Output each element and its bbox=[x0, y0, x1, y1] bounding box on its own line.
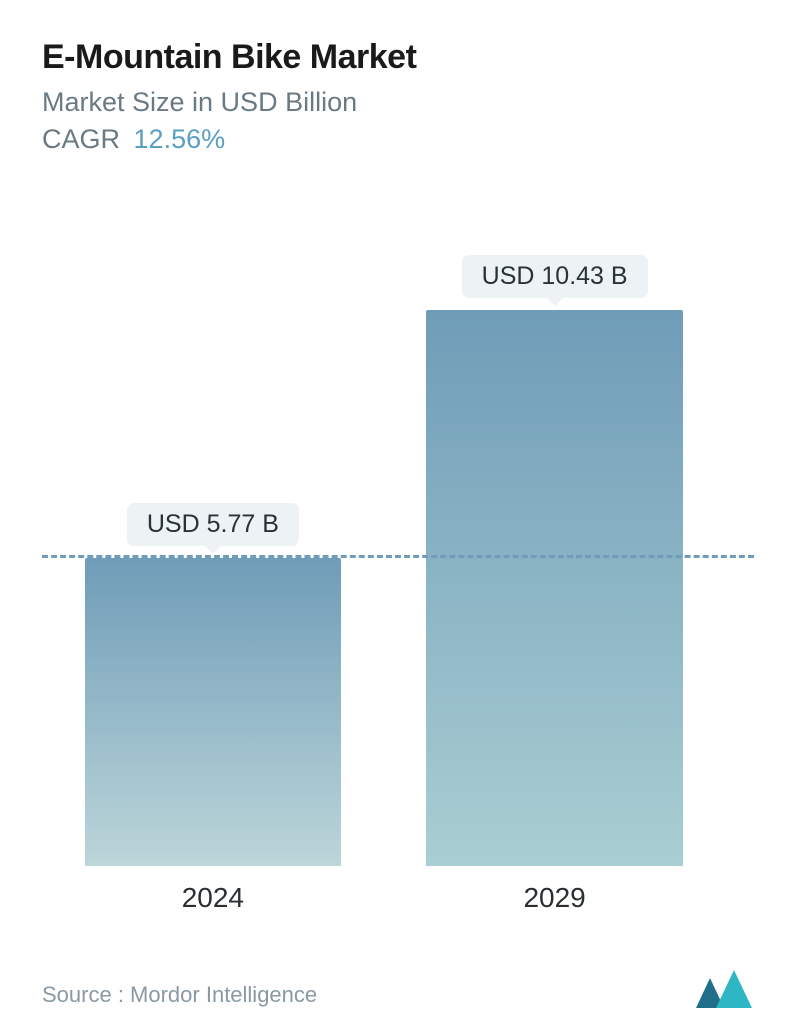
x-axis-label: 2029 bbox=[426, 882, 682, 914]
brand-logo-icon bbox=[696, 970, 754, 1008]
cagr-value: 12.56% bbox=[134, 124, 226, 154]
chart-title: E-Mountain Bike Market bbox=[42, 38, 754, 77]
value-badge: USD 10.43 B bbox=[462, 255, 648, 298]
chart-subtitle: Market Size in USD Billion bbox=[42, 87, 754, 118]
bar-rect bbox=[426, 310, 682, 866]
x-axis-label: 2024 bbox=[85, 882, 341, 914]
reference-dashed-line bbox=[42, 555, 754, 558]
bar-2029: USD 10.43 B bbox=[426, 255, 682, 866]
bar-rect bbox=[85, 558, 341, 866]
value-badge: USD 5.77 B bbox=[127, 503, 299, 546]
cagr-row: CAGR 12.56% bbox=[42, 124, 754, 155]
cagr-label: CAGR bbox=[42, 124, 120, 154]
footer: Source : Mordor Intelligence bbox=[42, 970, 754, 1008]
chart-area: USD 5.77 B 2024 USD 10.43 B 2029 bbox=[42, 200, 754, 914]
source-text: Source : Mordor Intelligence bbox=[42, 982, 317, 1008]
